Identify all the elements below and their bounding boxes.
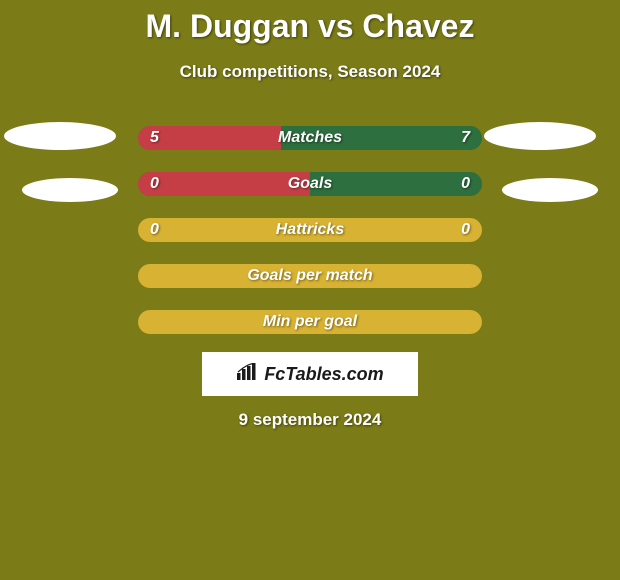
right-ellipse-0	[484, 122, 596, 150]
page-title: M. Duggan vs Chavez	[0, 8, 620, 45]
stat-left-value: 0	[150, 175, 159, 193]
subtitle: Club competitions, Season 2024	[0, 62, 620, 82]
stat-label: Matches	[138, 129, 482, 147]
stat-row-min-per-goal: Min per goal	[138, 310, 482, 334]
brand-watermark: FcTables.com	[202, 352, 418, 396]
stat-row-goals-per-match: Goals per match	[138, 264, 482, 288]
stat-right-value: 0	[461, 175, 470, 193]
stat-label: Goals	[138, 175, 482, 193]
stat-right-value: 0	[461, 221, 470, 239]
date-stamp: 9 september 2024	[0, 410, 620, 430]
stat-label: Min per goal	[138, 313, 482, 331]
stat-row-goals: Goals0 0	[138, 172, 482, 196]
stat-left-value: 0	[150, 221, 159, 239]
stat-right-value: 7	[461, 129, 470, 147]
brand-text: FcTables.com	[264, 364, 383, 385]
stat-left-value: 5	[150, 129, 159, 147]
stat-row-hattricks: Hattricks0 0	[138, 218, 482, 242]
stat-label: Goals per match	[138, 267, 482, 285]
left-ellipse-0	[4, 122, 116, 150]
left-ellipse-1	[22, 178, 118, 202]
barchart-icon	[236, 363, 258, 386]
comparison-infographic: M. Duggan vs Chavez Club competitions, S…	[0, 0, 620, 580]
stat-label: Hattricks	[138, 221, 482, 239]
right-ellipse-1	[502, 178, 598, 202]
stat-row-matches: Matches5 7	[138, 126, 482, 150]
